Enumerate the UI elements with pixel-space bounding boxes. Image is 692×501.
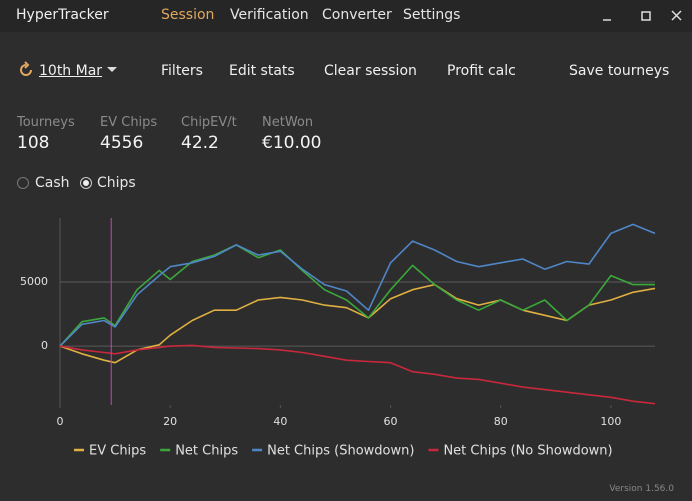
series-line — [59, 283, 656, 364]
radio-label[interactable]: Chips — [97, 175, 136, 191]
toolbar-button[interactable]: Edit stats — [229, 63, 295, 79]
stat-label: EV Chips — [100, 115, 158, 130]
x-tick-label: 40 — [273, 415, 287, 428]
version-label: Version 1.56.0 — [609, 484, 674, 494]
dropdown-arrow[interactable] — [106, 66, 118, 74]
legend-label: Net Chips — [175, 444, 238, 459]
radio-chips[interactable] — [79, 176, 93, 190]
x-tick-label: 100 — [600, 415, 621, 428]
tab[interactable]: Settings — [403, 7, 461, 23]
close-button[interactable] — [671, 10, 682, 21]
radio-cash[interactable] — [16, 176, 30, 190]
series-line — [59, 344, 656, 405]
toolbar-button[interactable]: Clear session — [324, 63, 417, 79]
stat-label: Tourneys — [17, 115, 75, 130]
series-line — [59, 223, 656, 347]
title-bar — [0, 0, 692, 32]
app-title: HyperTracker — [16, 7, 109, 23]
stat-label: NetWon — [262, 115, 314, 130]
stat-label: ChipEV/t — [181, 115, 237, 130]
x-tick-label: 80 — [494, 415, 508, 428]
legend-label: Net Chips (No Showdown) — [443, 444, 612, 459]
stat-value: €10.00 — [262, 133, 322, 153]
toolbar-button[interactable]: Profit calc — [447, 63, 516, 79]
stat-value: 4556 — [100, 133, 144, 153]
refresh-icon[interactable] — [17, 61, 35, 79]
tab[interactable]: Converter — [322, 7, 392, 23]
tab[interactable]: Verification — [230, 7, 309, 23]
legend-label: EV Chips — [89, 444, 146, 459]
date-selector[interactable]: 10th Mar — [39, 63, 103, 79]
toolbar-button[interactable]: Save tourneys — [569, 63, 670, 79]
x-tick-label: 20 — [163, 415, 177, 428]
y-tick-label: 0 — [41, 339, 48, 352]
maximize-button[interactable] — [641, 11, 651, 21]
series-line — [59, 244, 655, 347]
x-tick-label: 0 — [57, 415, 64, 428]
stat-value: 42.2 — [181, 133, 219, 153]
radio-label[interactable]: Cash — [35, 175, 70, 191]
stat-value: 108 — [17, 133, 50, 153]
y-tick-label: 5000 — [20, 275, 48, 288]
toolbar-button[interactable]: Filters — [161, 63, 203, 79]
legend-label: Net Chips (Showdown) — [267, 444, 414, 459]
x-tick-label: 60 — [384, 415, 398, 428]
window-controls — [603, 10, 682, 21]
tab[interactable]: Session — [161, 7, 215, 23]
